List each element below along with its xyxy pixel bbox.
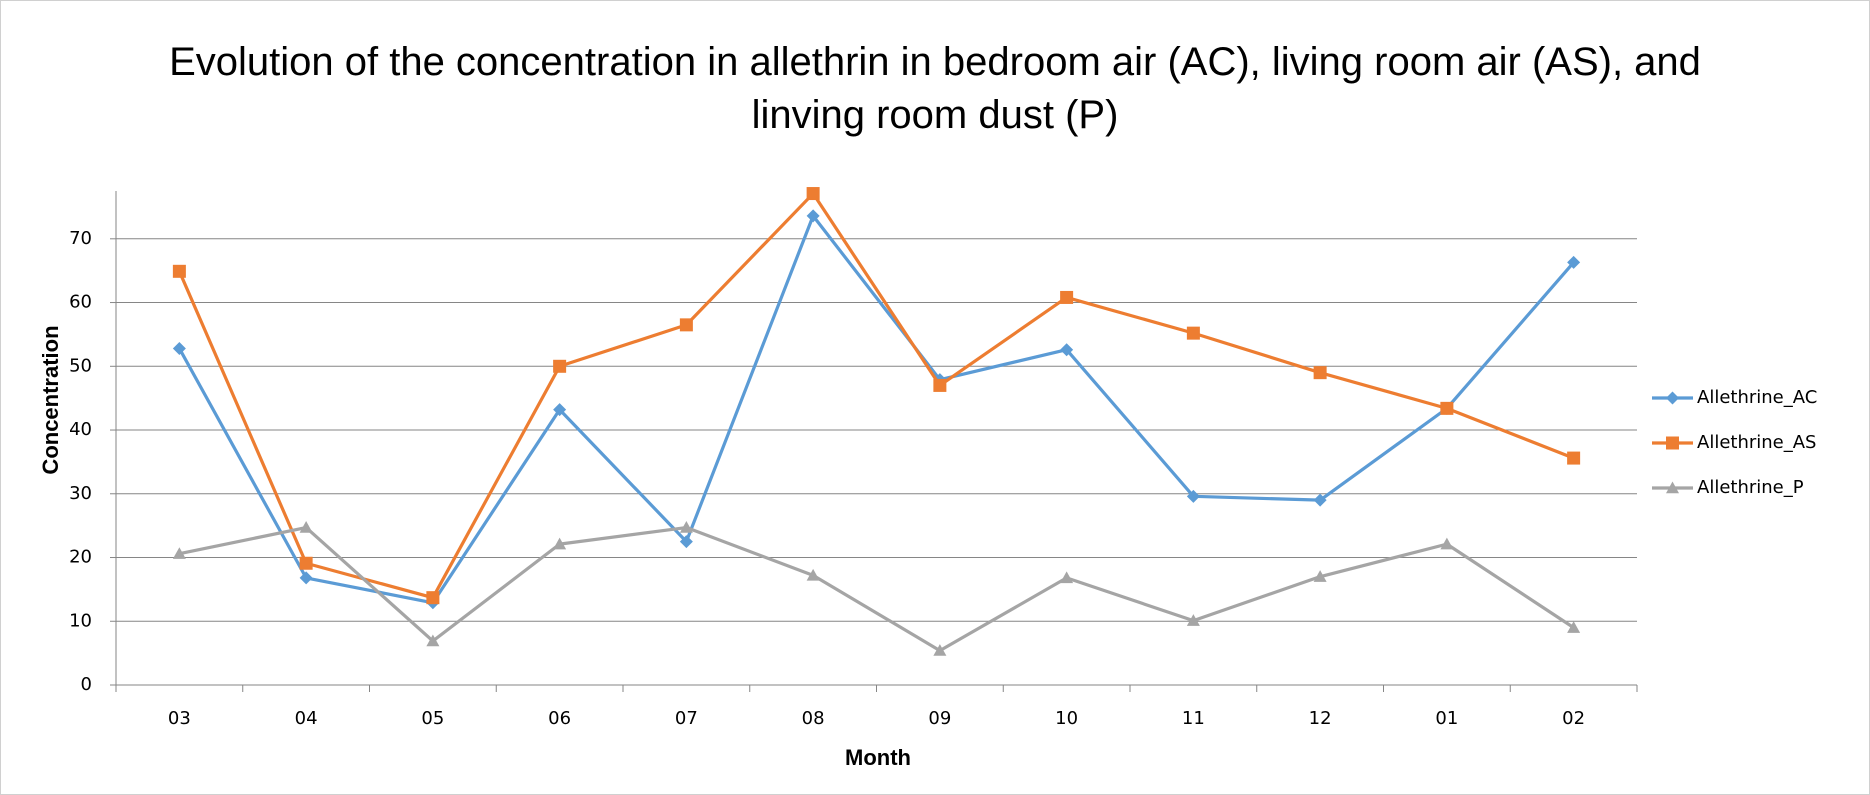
marker — [426, 591, 440, 605]
x-tick-label: 04 — [295, 708, 318, 729]
marker — [299, 521, 313, 533]
legend-marker — [1666, 391, 1679, 405]
series-line — [177, 191, 1575, 600]
marker — [1440, 401, 1454, 415]
x-tick-label: 02 — [1562, 708, 1585, 729]
legend-marker — [1666, 481, 1679, 494]
legend-label: Allethrine_AC — [1697, 387, 1817, 408]
series-line — [179, 525, 1575, 653]
marker — [299, 571, 313, 585]
legend-label: Allethrine_P — [1697, 477, 1804, 498]
y-tick-label: 40 — [69, 419, 92, 440]
marker — [679, 521, 693, 533]
marker — [1313, 570, 1327, 582]
marker — [1060, 571, 1074, 584]
marker — [1567, 451, 1581, 465]
x-tick-label: 10 — [1055, 708, 1078, 729]
x-tick-label: 08 — [802, 708, 825, 729]
x-tick-label: 09 — [928, 708, 951, 729]
marker — [1567, 621, 1581, 633]
marker — [1186, 326, 1200, 340]
y-tick-label: 60 — [69, 292, 92, 313]
marker — [1313, 366, 1327, 380]
marker — [1313, 493, 1327, 507]
x-tick-label: 12 — [1309, 708, 1332, 729]
marker — [679, 535, 693, 549]
marker — [172, 341, 186, 355]
marker — [1186, 489, 1200, 503]
series-line — [177, 214, 1575, 605]
marker — [553, 537, 567, 550]
x-tick-label: 05 — [421, 708, 444, 729]
y-tick-label: 30 — [69, 483, 92, 504]
marker — [172, 264, 186, 278]
marker — [172, 547, 186, 559]
marker — [553, 403, 567, 417]
marker — [426, 634, 440, 647]
y-tick-label: 0 — [81, 674, 92, 695]
x-tick-label: 03 — [168, 708, 191, 729]
legend-marker — [1666, 436, 1679, 450]
marker — [1440, 537, 1454, 550]
marker — [1186, 614, 1200, 626]
y-tick-label: 10 — [69, 610, 92, 631]
y-tick-label: 20 — [69, 547, 92, 568]
marker — [933, 644, 947, 656]
marker — [806, 568, 820, 581]
x-tick-label: 07 — [675, 708, 698, 729]
x-tick-label: 11 — [1182, 708, 1205, 729]
x-axis-title: Month — [845, 745, 911, 770]
marker — [1567, 255, 1581, 269]
marker — [553, 359, 567, 373]
marker — [806, 187, 820, 201]
y-axis-title: Concentration — [38, 325, 63, 474]
y-tick-label: 70 — [69, 228, 92, 249]
marker — [679, 318, 693, 332]
y-tick-label: 50 — [69, 355, 92, 376]
marker — [299, 556, 313, 570]
x-tick-label: 06 — [548, 708, 571, 729]
chart-title: Evolution of the concentration in alleth… — [169, 40, 1701, 137]
legend-label: Allethrine_AS — [1697, 432, 1816, 453]
marker — [1060, 343, 1074, 357]
marker — [933, 378, 947, 392]
marker — [1060, 290, 1074, 304]
x-tick-label: 01 — [1435, 708, 1458, 729]
marker — [806, 209, 820, 223]
